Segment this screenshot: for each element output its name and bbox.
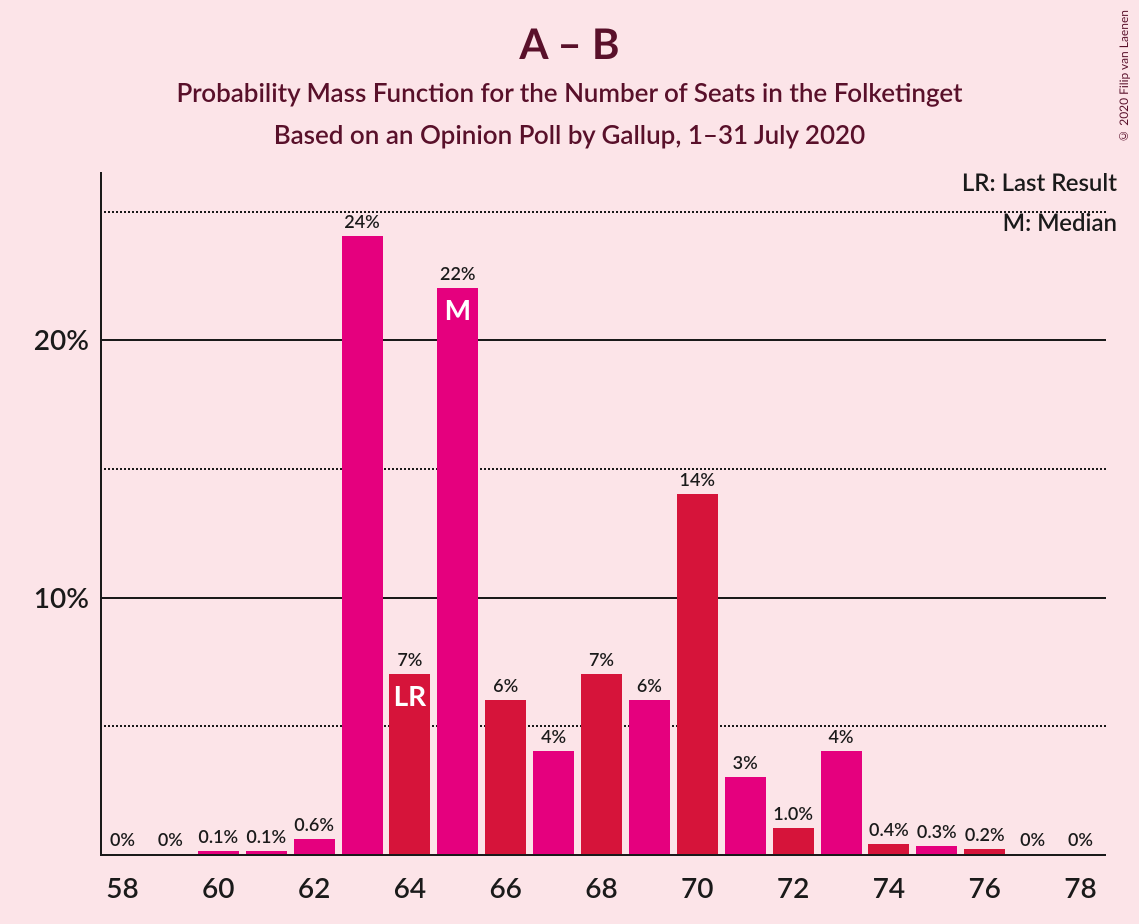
bar — [437, 288, 478, 854]
bar-value-label: 6% — [493, 674, 518, 696]
bar — [916, 846, 957, 854]
bar-marker-last-result: LR — [394, 678, 427, 712]
x-tick-label: 78 — [1064, 870, 1096, 904]
bar — [533, 751, 574, 854]
bar-value-label: 0.3% — [917, 820, 957, 842]
x-tick-label: 62 — [298, 870, 330, 904]
bar-marker-median: M — [445, 292, 471, 326]
bar — [677, 494, 718, 854]
x-tick-label: 70 — [681, 870, 713, 904]
x-tick-label: 68 — [585, 870, 617, 904]
bar-value-label: 0% — [158, 828, 183, 850]
bar-value-label: 7% — [589, 648, 614, 670]
grid-major — [100, 339, 1106, 341]
bar — [485, 700, 526, 854]
bar-value-label: 0.2% — [965, 823, 1005, 845]
y-axis-line — [100, 172, 102, 856]
bar — [868, 844, 909, 854]
bar — [294, 839, 335, 854]
x-tick-label: 58 — [106, 870, 138, 904]
grid-minor — [100, 468, 1106, 470]
x-tick-label: 74 — [873, 870, 905, 904]
bar — [725, 777, 766, 854]
bar-value-label: 0.6% — [294, 813, 334, 835]
bar — [821, 751, 862, 854]
x-axis-line — [100, 854, 1106, 856]
bar-value-label: 0.1% — [246, 825, 286, 847]
bar — [773, 828, 814, 854]
bar-value-label: 4% — [541, 725, 566, 747]
bar-value-label: 24% — [344, 210, 379, 232]
bar — [198, 851, 239, 854]
grid-major — [100, 597, 1106, 599]
x-tick-label: 64 — [394, 870, 426, 904]
bar-value-label: 3% — [733, 751, 758, 773]
y-tick-label: 10% — [9, 580, 89, 614]
bar-value-label: 4% — [828, 725, 853, 747]
chart-main-title: A – B — [0, 18, 1139, 68]
x-tick-label: 66 — [489, 870, 521, 904]
bar-value-label: 22% — [440, 262, 475, 284]
bar-value-label: 0% — [110, 828, 135, 850]
bar-value-label: 0% — [1068, 828, 1093, 850]
bar — [246, 851, 287, 854]
bar — [581, 674, 622, 854]
bar — [629, 700, 670, 854]
bar-value-label: 0.4% — [869, 818, 909, 840]
copyright-text: © 2020 Filip van Laenen — [1116, 10, 1131, 144]
bar-value-label: 14% — [680, 468, 715, 490]
plot-area: 0% 0% 0.1% 0.1% 0.6% 24% 7% LR 22% M 6% 4% 7% 6% 14% 3%… — [100, 172, 1106, 856]
x-tick-label: 72 — [777, 870, 809, 904]
y-tick-label: 20% — [9, 322, 89, 356]
bar — [964, 849, 1005, 854]
chart-subtitle-2: Based on an Opinion Poll by Gallup, 1–31… — [0, 118, 1139, 150]
bar-value-label: 0.1% — [198, 825, 238, 847]
bar-value-label: 7% — [397, 648, 422, 670]
bar-value-label: 0% — [1020, 828, 1045, 850]
chart-subtitle-1: Probability Mass Function for the Number… — [0, 76, 1139, 108]
bar-value-label: 6% — [637, 674, 662, 696]
bar-value-label: 1.0% — [773, 802, 813, 824]
x-tick-label: 76 — [968, 870, 1000, 904]
grid-minor — [100, 211, 1106, 213]
bar — [342, 236, 383, 854]
x-tick-label: 60 — [202, 870, 234, 904]
